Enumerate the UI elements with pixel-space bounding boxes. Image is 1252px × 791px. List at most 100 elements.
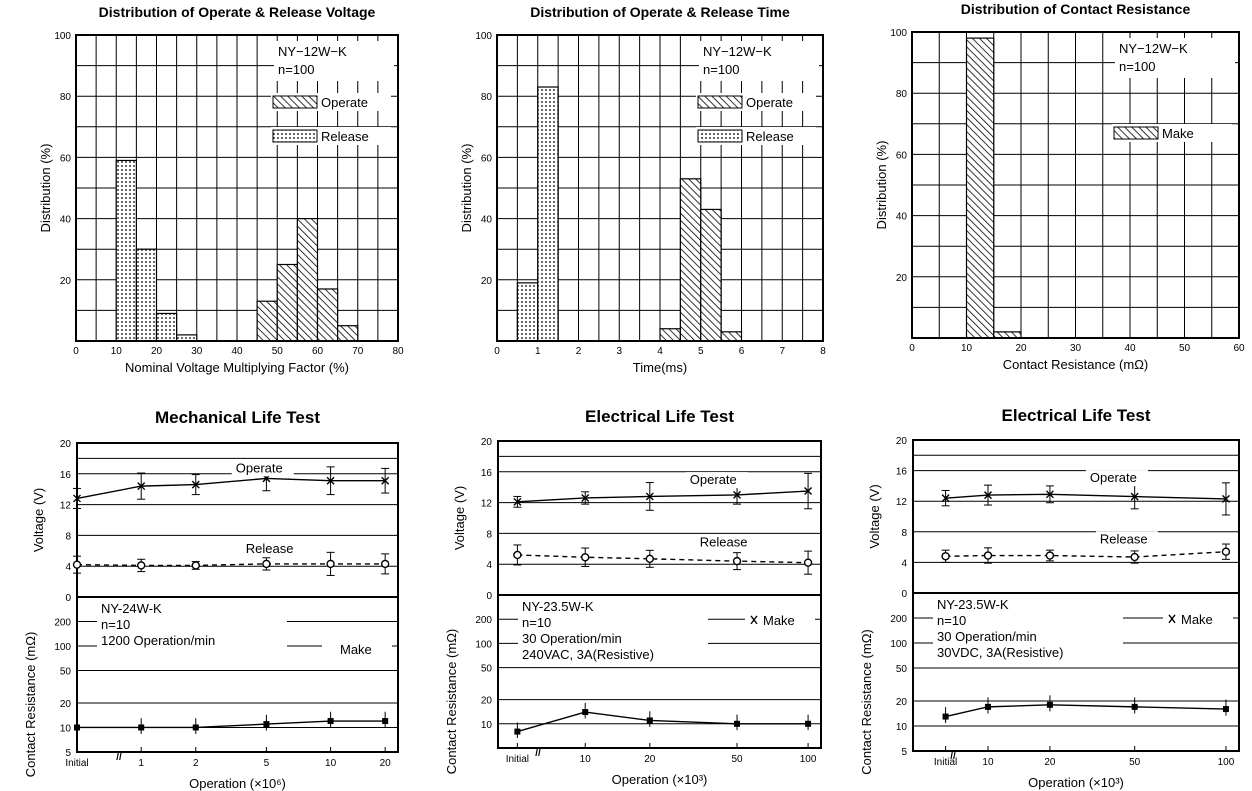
data-point-make xyxy=(514,728,521,735)
y-tick-label: 80 xyxy=(481,92,493,103)
annotation-bg xyxy=(97,617,287,632)
x-tick-label: 60 xyxy=(1233,343,1245,354)
bar-operate xyxy=(296,218,319,342)
data-point-make xyxy=(138,724,145,731)
label-bg xyxy=(231,460,294,477)
y-tick-label: 8 xyxy=(901,528,907,539)
data-point-make xyxy=(263,721,270,728)
annotation-text: NY−12W−K xyxy=(703,44,772,59)
histogram-chart-2: 0 1 2 3 4 5 6 7 8 20 40 60 80 100 Distribution of Oper… xyxy=(459,4,826,375)
x-tick-label: 100 xyxy=(800,754,817,765)
y-tick-label: 20 xyxy=(896,273,908,284)
data-point-release xyxy=(581,553,590,562)
y-tick-label: 40 xyxy=(60,215,72,226)
series-line-release xyxy=(76,563,386,567)
x-tick-label: Initial xyxy=(506,754,529,765)
data-point-release xyxy=(732,556,742,566)
histogram-chart-3: 0 10 20 30 40 50 60 20 40 60 80 100 Distribution of … xyxy=(874,1,1245,372)
y-tick-label: 200 xyxy=(54,618,71,629)
annotation-bg xyxy=(933,613,1123,628)
x-tick-label: 1 xyxy=(535,346,541,357)
label-bg xyxy=(695,534,758,551)
data-point-release xyxy=(72,560,82,569)
x-tick-label: 20 xyxy=(1044,757,1056,768)
annotation-bg xyxy=(518,599,708,614)
life-test-chart-3: Initial 10 20 50 100 // 0 4 8 12 16 20 5 10 20 50 100 200… xyxy=(859,406,1240,790)
x-tick-label: 8 xyxy=(820,346,826,357)
bar-operate xyxy=(256,300,278,342)
x-tick-label: 4 xyxy=(657,346,663,357)
series-line-release xyxy=(945,550,1227,558)
y-tick-label: 20 xyxy=(481,276,493,287)
y-axis-label: Distribution (%) xyxy=(38,144,53,233)
y-tick-label: 4 xyxy=(901,558,907,569)
x-tick-label: 20 xyxy=(644,754,656,765)
axis-break-mark: // xyxy=(116,752,122,763)
y-tick-label: 8 xyxy=(65,531,71,542)
y-tick-label: 100 xyxy=(54,642,71,653)
legend-label-release: Release xyxy=(746,129,794,144)
y-tick-label: 50 xyxy=(481,664,493,675)
annotation-text: 30 Operation/min xyxy=(937,629,1037,644)
data-point-make xyxy=(1222,706,1229,713)
y-tick-label: 100 xyxy=(54,31,71,42)
y-tick-label: 100 xyxy=(475,639,492,650)
annotation-box xyxy=(1115,38,1235,78)
annotation-text: 1200 Operation/min xyxy=(101,633,215,648)
x-tick-label: 10 xyxy=(111,346,123,357)
series-label-release: Release xyxy=(700,534,748,549)
x-tick-label: 3 xyxy=(616,346,622,357)
axis-break-mark: // xyxy=(950,751,956,762)
data-point-operate xyxy=(645,492,654,501)
y-tick-label: 10 xyxy=(481,720,493,731)
annotation-text: NY−12W−K xyxy=(1119,41,1188,56)
series-label-make: Make xyxy=(340,642,372,657)
data-point-operate xyxy=(1130,492,1139,501)
y-axis-label: Distribution (%) xyxy=(459,144,474,233)
chart-title: Distribution of Contact Resistance xyxy=(961,1,1191,17)
y-axis-label-resistance: Contact Resistance (mΩ) xyxy=(23,632,38,778)
label-bg xyxy=(685,472,748,489)
x-tick-label: 80 xyxy=(392,346,404,357)
chart-title: Electrical Life Test xyxy=(1002,406,1151,425)
x-tick-label: 60 xyxy=(312,346,324,357)
x-tick-label: 20 xyxy=(151,346,163,357)
plot-frame xyxy=(912,439,1240,752)
y-tick-label: 12 xyxy=(60,501,72,512)
life-test-chart-1: Initial 1 2 5 10 20//0481216205102050100200Me… xyxy=(23,408,399,791)
x-tick-label: 2 xyxy=(576,346,582,357)
bar-operate xyxy=(659,328,681,342)
bar-operate xyxy=(316,288,339,342)
bar-release xyxy=(115,159,137,342)
bar-operate xyxy=(679,178,702,342)
data-point-operate xyxy=(1221,494,1230,503)
data-point-operate xyxy=(513,497,522,506)
series-label-operate: Operate xyxy=(236,460,283,475)
y-tick-label: 4 xyxy=(486,560,492,571)
annotation-text: 240VAC, 3A(Resistive) xyxy=(522,647,654,662)
annotation-text: n=10 xyxy=(522,615,551,630)
axis-break-mark: // xyxy=(535,748,541,759)
y-tick-label: 20 xyxy=(896,436,908,447)
data-point-operate xyxy=(191,480,200,489)
y-tick-label: 200 xyxy=(475,615,492,626)
y-tick-label: 100 xyxy=(890,639,907,650)
x-tick-label: 0 xyxy=(73,346,79,357)
legend-swatch-operate xyxy=(697,95,743,109)
annotation-box xyxy=(274,41,394,81)
y-tick-label: 12 xyxy=(481,499,493,510)
data-point-release xyxy=(983,551,993,560)
bar-operate xyxy=(276,263,298,342)
x-tick-label: 50 xyxy=(1129,757,1141,768)
label-bg xyxy=(241,541,304,558)
series-label-operate: Operate xyxy=(1090,470,1137,485)
x-tick-label: 70 xyxy=(352,346,364,357)
x-tick-label: 50 xyxy=(272,346,284,357)
y-tick-label: 20 xyxy=(60,699,72,710)
x-tick-label: Initial xyxy=(934,757,957,768)
data-point-release xyxy=(262,559,271,569)
bar-operate xyxy=(720,331,743,342)
data-point-release xyxy=(380,559,390,569)
x-tick-label: 100 xyxy=(1218,757,1235,768)
